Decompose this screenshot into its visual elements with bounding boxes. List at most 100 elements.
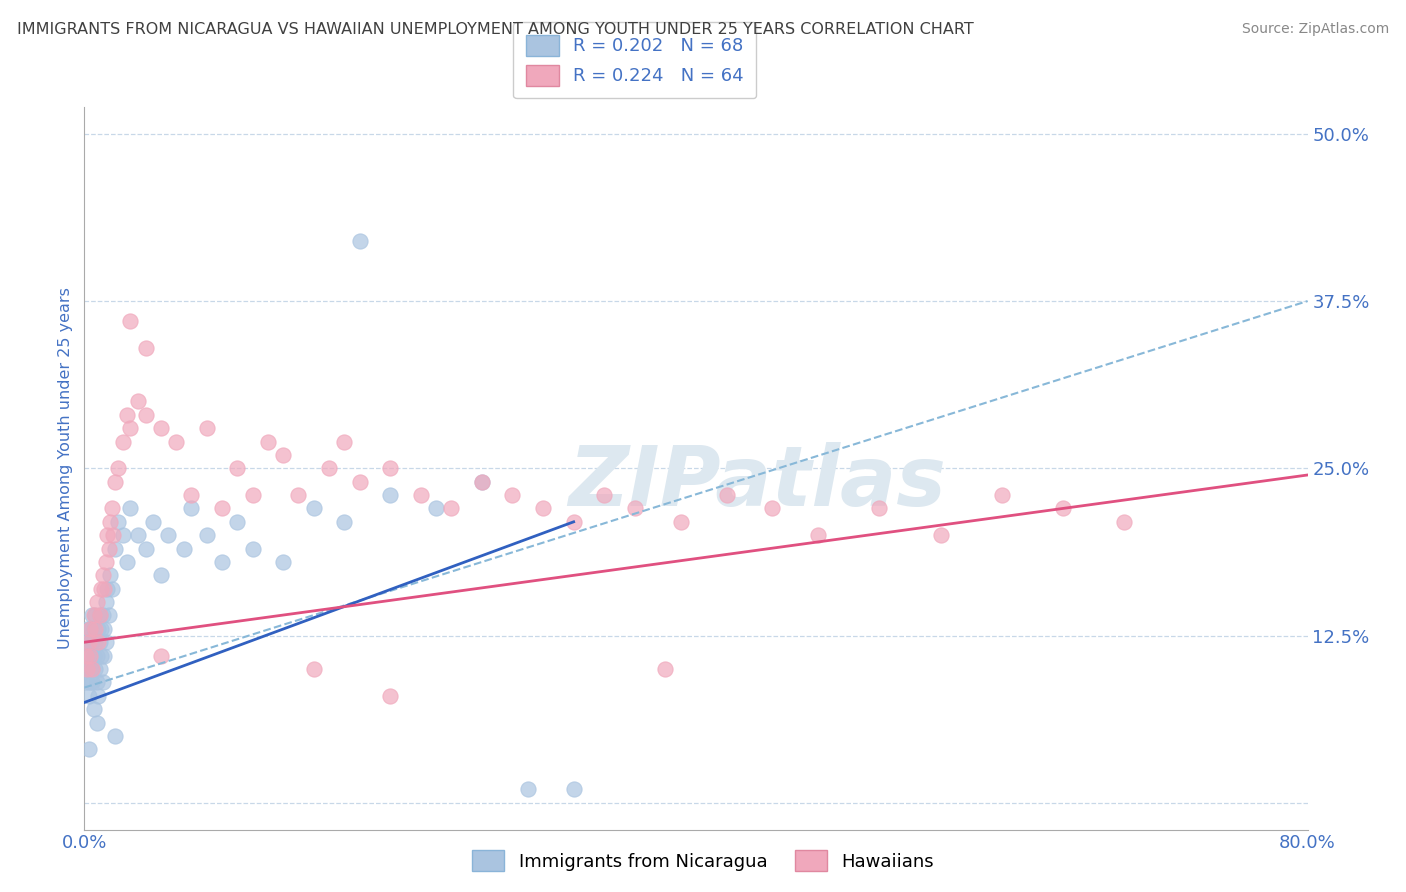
Point (87, 689, 110, 703)
Point (96, 528, 118, 542)
Point (84, 635, 107, 649)
Point (991, 488, 1014, 502)
Point (115, 555, 138, 569)
Point (761, 501, 783, 516)
Point (380, 488, 402, 502)
Point (93, 622, 115, 636)
Point (89, 635, 111, 649)
Point (135, 408, 157, 422)
Point (271, 448, 294, 462)
Point (173, 541, 195, 556)
Point (76, 662, 98, 676)
Point (90, 622, 112, 636)
Point (93, 648, 115, 663)
Point (149, 421, 172, 435)
Point (98, 568, 121, 582)
Point (86, 715, 108, 730)
Point (531, 501, 554, 516)
Point (98, 515, 121, 529)
Point (471, 475, 494, 489)
Point (101, 501, 124, 516)
Point (79, 622, 101, 636)
Point (716, 488, 738, 502)
Point (86, 595, 108, 609)
Point (226, 461, 249, 475)
Point (195, 528, 218, 542)
Point (654, 662, 676, 676)
Point (84, 662, 107, 676)
Point (107, 461, 129, 475)
Point (471, 475, 494, 489)
Point (80, 675, 103, 690)
Point (149, 648, 172, 663)
Point (149, 568, 172, 582)
Point (90, 582, 112, 596)
Point (87, 635, 110, 649)
Point (97, 541, 120, 556)
Point (83, 608, 105, 623)
Point (77, 635, 100, 649)
Point (669, 515, 692, 529)
Point (101, 582, 124, 596)
Point (120, 501, 142, 516)
Point (94, 635, 117, 649)
Point (115, 408, 138, 422)
Point (211, 555, 233, 569)
Point (77, 662, 100, 676)
Point (127, 528, 149, 542)
Point (79, 622, 101, 636)
Point (440, 501, 463, 516)
Point (89, 608, 111, 623)
Point (96, 582, 118, 596)
Point (333, 434, 356, 449)
Point (86, 675, 108, 690)
Point (111, 528, 134, 542)
Point (94, 555, 117, 569)
Point (91, 675, 114, 690)
Point (75, 648, 97, 663)
Point (79, 648, 101, 663)
Point (104, 541, 127, 556)
Legend: Immigrants from Nicaragua, Hawaiians: Immigrants from Nicaragua, Hawaiians (464, 843, 942, 879)
Point (869, 501, 891, 516)
Point (89, 662, 111, 676)
Point (120, 314, 142, 328)
Point (75, 662, 97, 676)
Point (242, 541, 264, 556)
Point (76, 622, 98, 636)
Point (77, 635, 100, 649)
Point (180, 501, 202, 516)
Point (76, 648, 98, 663)
Point (94, 595, 117, 609)
Point (90, 648, 112, 663)
Point (111, 434, 134, 449)
Point (929, 528, 952, 542)
Point (104, 729, 127, 743)
Point (271, 555, 294, 569)
Text: IMMIGRANTS FROM NICARAGUA VS HAWAIIAN UNEMPLOYMENT AMONG YOUTH UNDER 25 YEARS CO: IMMIGRANTS FROM NICARAGUA VS HAWAIIAN UN… (17, 22, 973, 37)
Point (142, 515, 165, 529)
Point (80, 662, 103, 676)
Point (135, 341, 157, 355)
Text: ZIPatlas: ZIPatlas (568, 442, 946, 524)
Point (83, 648, 105, 663)
Point (97, 608, 120, 623)
Point (226, 515, 249, 529)
Point (84, 608, 107, 623)
Point (257, 434, 280, 449)
Point (409, 488, 432, 502)
Point (79, 648, 101, 663)
Point (83, 702, 105, 716)
Point (91, 568, 114, 582)
Point (807, 528, 830, 542)
Point (77, 742, 100, 756)
Point (593, 488, 616, 502)
Point (89, 608, 111, 623)
Legend: R = 0.202   N = 68, R = 0.224   N = 64: R = 0.202 N = 68, R = 0.224 N = 64 (513, 22, 756, 98)
Point (349, 475, 371, 489)
Point (80, 635, 103, 649)
Point (120, 421, 142, 435)
Point (502, 488, 524, 502)
Point (76, 675, 98, 690)
Point (302, 501, 325, 516)
